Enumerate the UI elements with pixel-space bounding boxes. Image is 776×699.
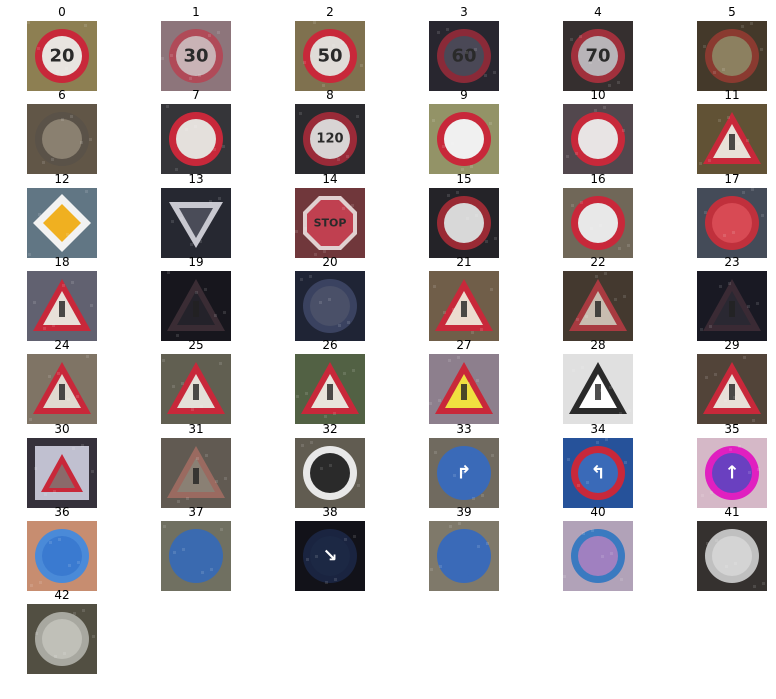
class-label: 10 <box>590 88 606 102</box>
svg-text:50: 50 <box>317 46 342 67</box>
class-label: 13 <box>188 172 204 186</box>
sign-thumbnail-image <box>27 521 97 591</box>
svg-text:70: 70 <box>585 46 610 67</box>
sign-thumbnail-image: 50 <box>295 21 365 91</box>
sign-thumbnail-image <box>161 438 231 508</box>
sign-thumbnail-image: 120 <box>295 104 365 174</box>
class-label: 29 <box>724 338 740 352</box>
sign-thumbnail-image <box>27 188 97 258</box>
class-label: 21 <box>456 255 472 269</box>
sign-thumbnail-image <box>295 438 365 508</box>
class-label: 23 <box>724 255 740 269</box>
sign-thumbnail-image <box>27 604 97 674</box>
sign-thumbnail-image <box>697 271 767 341</box>
sign-thumbnail-image <box>697 354 767 424</box>
sign-thumbnail-image <box>161 104 231 174</box>
sign-thumbnail-image: 70 <box>563 21 633 91</box>
sign-thumbnail-image <box>563 188 633 258</box>
sign-thumbnail-image <box>429 271 499 341</box>
svg-text:STOP: STOP <box>314 217 347 230</box>
class-label: 9 <box>460 88 468 102</box>
svg-text:↑: ↑ <box>724 463 739 484</box>
svg-text:30: 30 <box>183 46 208 67</box>
class-label: 25 <box>188 338 204 352</box>
sign-thumbnail-image <box>429 354 499 424</box>
class-label: 38 <box>322 505 338 519</box>
sign-thumbnail-image <box>161 521 231 591</box>
class-label: 11 <box>724 88 740 102</box>
svg-text:↰: ↰ <box>590 463 605 484</box>
class-label: 32 <box>322 422 338 436</box>
class-label: 33 <box>456 422 472 436</box>
sign-thumbnail-image <box>295 271 365 341</box>
sign-thumbnail-image <box>27 438 97 508</box>
class-label: 30 <box>54 422 70 436</box>
sign-thumbnail-image <box>563 354 633 424</box>
class-label: 19 <box>188 255 204 269</box>
class-label: 7 <box>192 88 200 102</box>
svg-text:60: 60 <box>451 46 476 67</box>
class-label: 34 <box>590 422 606 436</box>
sign-thumbnail-image: 20 <box>27 21 97 91</box>
sign-thumbnail-image <box>563 104 633 174</box>
sign-thumbnail-image <box>429 521 499 591</box>
class-label: 36 <box>54 505 70 519</box>
svg-text:↱: ↱ <box>456 463 471 484</box>
svg-text:↘: ↘ <box>322 546 337 567</box>
class-label: 0 <box>58 5 66 19</box>
svg-text:120: 120 <box>316 132 343 147</box>
class-label: 20 <box>322 255 338 269</box>
class-label: 42 <box>54 588 70 602</box>
sign-thumbnail-image: ↘ <box>295 521 365 591</box>
sign-thumbnail-image <box>429 188 499 258</box>
sign-thumbnail-image <box>429 104 499 174</box>
class-label: 15 <box>456 172 472 186</box>
sign-thumbnail-image: 30 <box>161 21 231 91</box>
class-label: 28 <box>590 338 606 352</box>
class-label: 41 <box>724 505 740 519</box>
sign-thumbnail-image: ↱ <box>429 438 499 508</box>
sign-thumbnail-image <box>161 188 231 258</box>
class-label: 17 <box>724 172 740 186</box>
sign-thumbnail-image: ↑ <box>697 438 767 508</box>
class-label: 8 <box>326 88 334 102</box>
sign-thumbnail-image <box>27 354 97 424</box>
sign-thumbnail-image <box>27 104 97 174</box>
class-label: 39 <box>456 505 472 519</box>
class-label: 2 <box>326 5 334 19</box>
class-label: 18 <box>54 255 70 269</box>
sign-thumbnail-image <box>697 104 767 174</box>
class-label: 16 <box>590 172 606 186</box>
class-label: 22 <box>590 255 606 269</box>
class-label: 24 <box>54 338 70 352</box>
sign-thumbnail-image <box>697 521 767 591</box>
class-label: 6 <box>58 88 66 102</box>
sign-thumbnail-image <box>697 188 767 258</box>
class-label: 31 <box>188 422 204 436</box>
sign-thumbnail-image <box>161 354 231 424</box>
class-label: 5 <box>728 5 736 19</box>
class-label: 27 <box>456 338 472 352</box>
sign-thumbnail-image <box>295 354 365 424</box>
class-label: 37 <box>188 505 204 519</box>
class-label: 12 <box>54 172 70 186</box>
class-label: 40 <box>590 505 606 519</box>
sign-thumbnail-image <box>161 271 231 341</box>
class-label: 35 <box>724 422 740 436</box>
sign-thumbnail-image: 60 <box>429 21 499 91</box>
class-label: 4 <box>594 5 602 19</box>
sign-thumbnail-image: STOP <box>295 188 365 258</box>
sign-thumbnail-image <box>563 521 633 591</box>
sign-thumbnail-image: ↰ <box>563 438 633 508</box>
sign-thumbnail-image <box>27 271 97 341</box>
class-label: 1 <box>192 5 200 19</box>
class-label: 26 <box>322 338 338 352</box>
svg-text:20: 20 <box>49 46 74 67</box>
class-label: 3 <box>460 5 468 19</box>
sign-thumbnail-image <box>697 21 767 91</box>
class-label: 14 <box>322 172 338 186</box>
sign-thumbnail-image <box>563 271 633 341</box>
